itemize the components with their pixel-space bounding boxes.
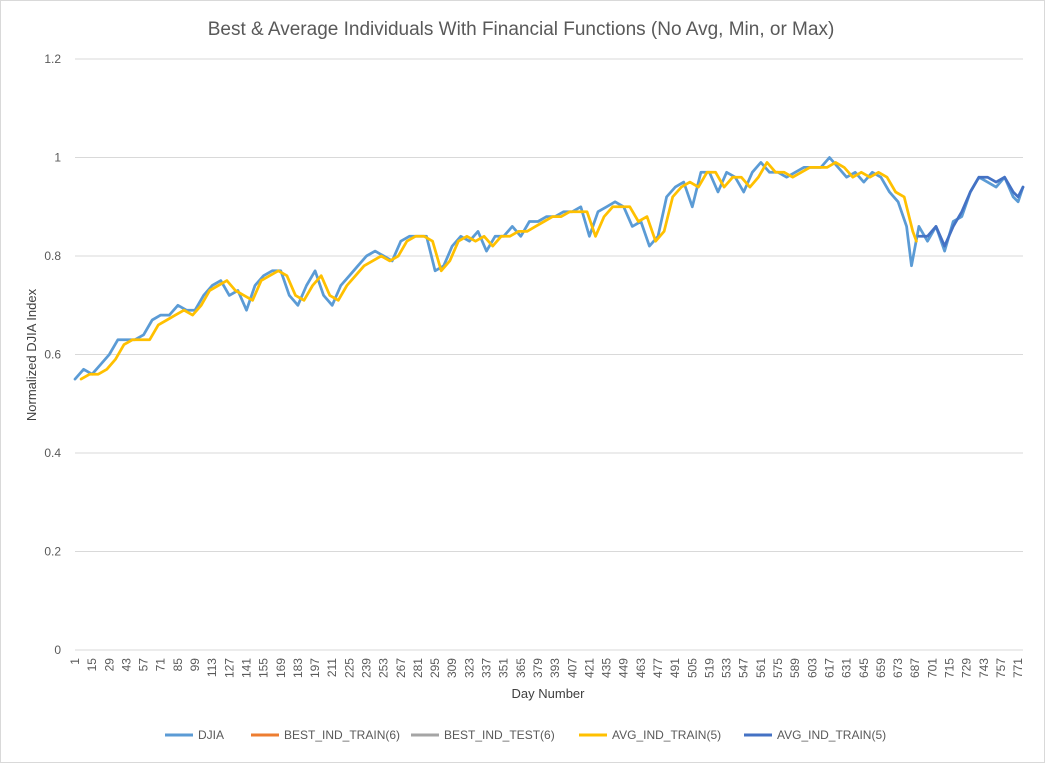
x-tick-label: 771	[1011, 658, 1025, 678]
series-line-4	[917, 175, 1025, 248]
y-tick-label: 0	[54, 643, 61, 657]
x-tick-label: 267	[394, 658, 408, 678]
x-tick-label: 757	[994, 658, 1008, 678]
x-tick-label: 29	[102, 658, 116, 672]
legend-label-3: AVG_IND_TRAIN(5)	[612, 728, 721, 742]
y-tick-label: 0.6	[44, 348, 61, 362]
x-tick-label: 673	[891, 658, 905, 678]
x-tick-label: 43	[119, 658, 133, 672]
x-tick-label: 253	[377, 658, 391, 678]
x-tick-label: 519	[702, 658, 716, 678]
x-tick-label: 379	[531, 658, 545, 678]
x-tick-label: 729	[960, 658, 974, 678]
x-tick-label: 127	[222, 658, 236, 678]
x-tick-label: 505	[685, 658, 699, 678]
x-tick-label: 71	[154, 658, 168, 672]
x-tick-label: 211	[325, 658, 339, 677]
y-axis-title: Normalized DJIA Index	[24, 288, 39, 421]
x-axis-title: Day Number	[512, 686, 586, 701]
x-tick-label: 323	[462, 658, 476, 678]
legend-label-0: DJIA	[198, 728, 224, 742]
legend-label-4: AVG_IND_TRAIN(5)	[777, 728, 886, 742]
x-tick-label: 351	[497, 658, 511, 678]
x-tick-label: 617	[822, 658, 836, 678]
x-tick-label: 183	[291, 658, 305, 678]
x-tick-label: 57	[137, 658, 151, 672]
x-tick-label: 393	[548, 658, 562, 678]
x-tick-label: 491	[668, 658, 682, 678]
x-tick-label: 239	[360, 658, 374, 678]
x-tick-label: 477	[651, 658, 665, 678]
x-tick-label: 197	[308, 658, 322, 678]
legend-label-2: BEST_IND_TEST(6)	[444, 728, 555, 742]
x-tick-label: 631	[840, 658, 854, 678]
x-tick-label: 687	[908, 658, 922, 678]
x-axis-ticks: 1 15 29 43 57 71 85 99 113 127 141 155 169 183 197 211 2…	[68, 658, 1025, 678]
x-tick-label: 295	[428, 658, 442, 678]
x-tick-label: 309	[445, 658, 459, 678]
x-tick-label: 155	[257, 658, 271, 678]
x-tick-label: 715	[943, 658, 957, 678]
y-tick-label: 0.4	[44, 446, 61, 460]
x-tick-label: 743	[977, 658, 991, 678]
gridlines	[75, 58, 1023, 552]
x-tick-label: 1	[68, 658, 82, 665]
x-tick-label: 169	[274, 658, 288, 678]
x-tick-label: 337	[480, 658, 494, 678]
x-tick-label: 701	[925, 658, 939, 678]
x-tick-label: 435	[600, 658, 614, 678]
y-tick-label: 1	[54, 151, 61, 165]
series-line-3	[79, 161, 918, 381]
x-tick-label: 659	[874, 658, 888, 678]
x-tick-label: 575	[771, 658, 785, 678]
x-tick-label: 645	[857, 658, 871, 678]
x-tick-label: 281	[411, 658, 425, 678]
x-tick-label: 421	[582, 658, 596, 678]
x-tick-label: 85	[171, 658, 185, 672]
legend-label-1: BEST_IND_TRAIN(6)	[284, 728, 400, 742]
x-tick-label: 561	[754, 658, 768, 678]
x-tick-label: 603	[805, 658, 819, 678]
x-tick-label: 113	[205, 658, 219, 677]
y-tick-label: 1.2	[44, 52, 61, 66]
chart-title: Best & Average Individuals With Financia…	[208, 19, 835, 40]
y-tick-label: 0.8	[44, 249, 61, 263]
x-tick-label: 533	[720, 658, 734, 678]
x-tick-label: 141	[239, 658, 253, 678]
x-tick-label: 365	[514, 658, 528, 678]
y-axis-ticks: 0 0.2 0.4 0.6 0.8 1 1.2	[44, 52, 61, 657]
series-lines	[73, 156, 1025, 381]
legend: DJIA BEST_IND_TRAIN(6) BEST_IND_TEST(6) AVG…	[165, 728, 886, 742]
x-tick-label: 225	[342, 658, 356, 678]
series-line-0	[73, 156, 1025, 381]
y-tick-label: 0.2	[44, 545, 61, 559]
x-tick-label: 463	[634, 658, 648, 678]
x-tick-label: 589	[788, 658, 802, 678]
x-tick-label: 547	[737, 658, 751, 678]
x-tick-label: 15	[85, 658, 99, 672]
x-tick-label: 99	[188, 658, 202, 672]
x-tick-label: 407	[565, 658, 579, 678]
x-tick-label: 449	[617, 658, 631, 678]
